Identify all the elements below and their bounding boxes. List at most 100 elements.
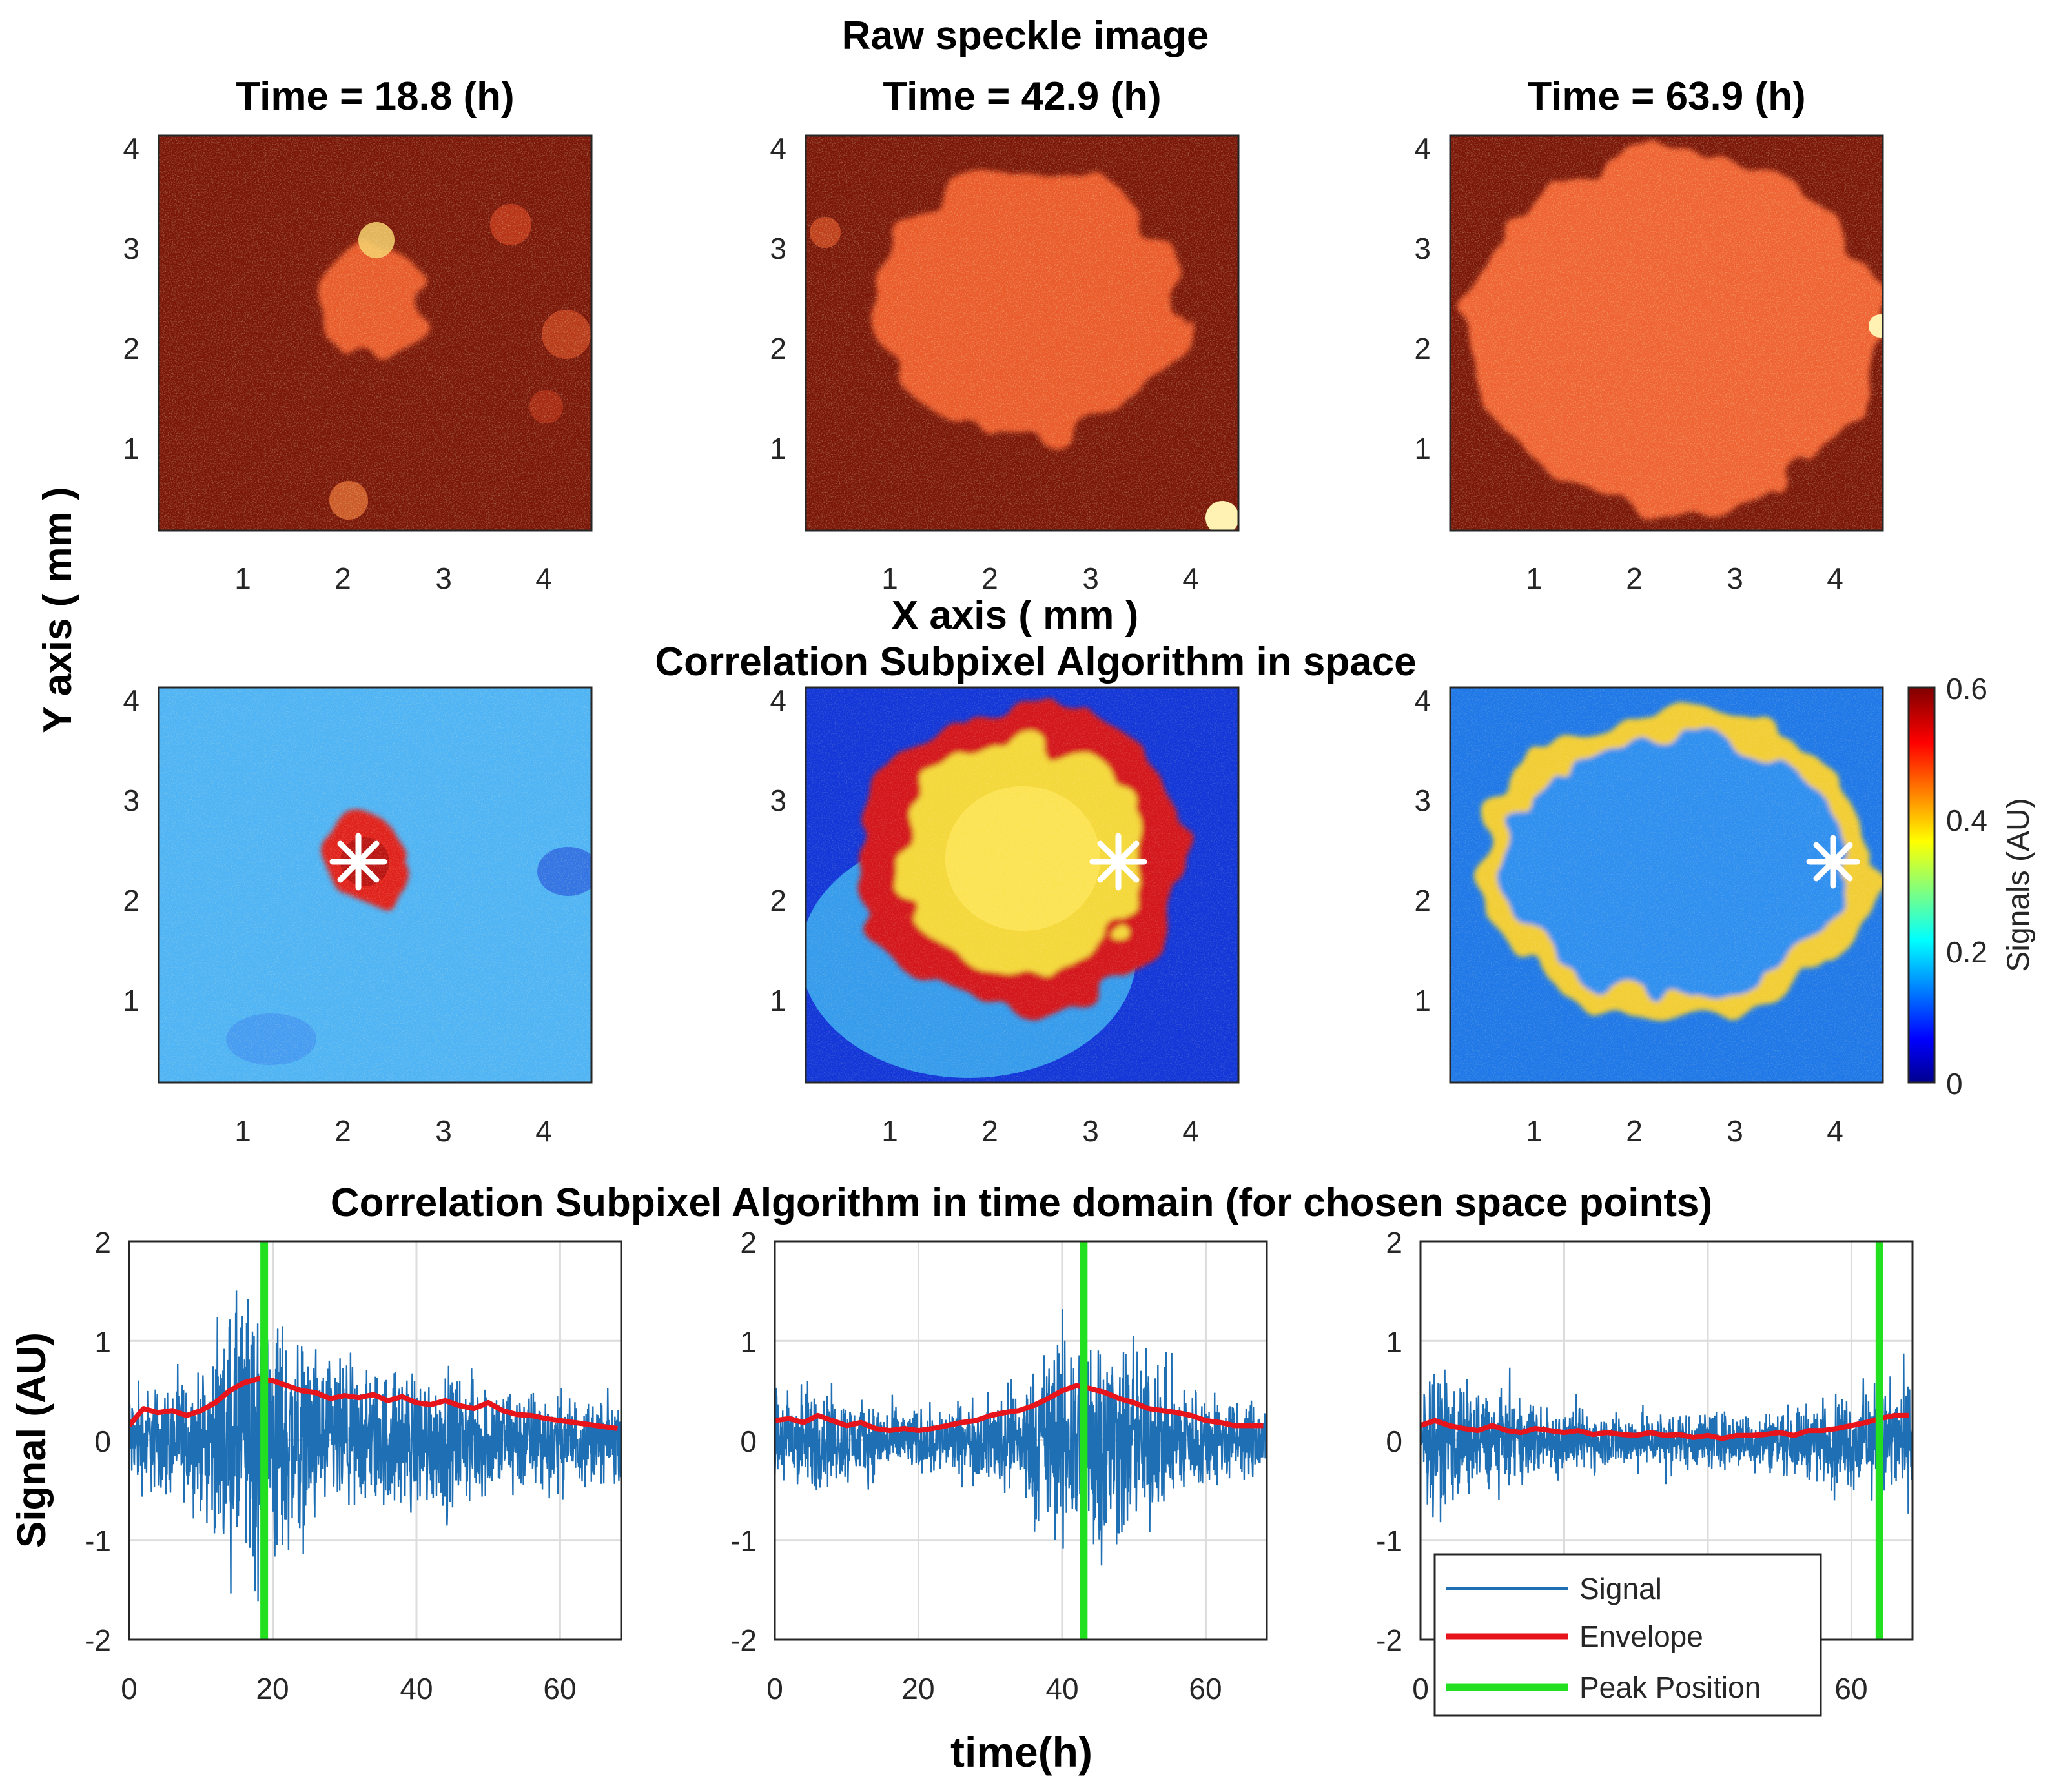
tick-label: 1 bbox=[740, 1325, 757, 1359]
legend-label-peak: Peak Position bbox=[1579, 1671, 1761, 1704]
tick-label: 3 bbox=[1082, 562, 1099, 595]
tick-label: 60 bbox=[1834, 1672, 1867, 1705]
corr-1-xticks: 1 2 3 4 bbox=[234, 1114, 552, 1148]
raw-2-xticks: 1 2 3 4 bbox=[881, 562, 1199, 595]
tick-label: 2 bbox=[334, 562, 351, 595]
tick-label: 1 bbox=[1414, 984, 1431, 1017]
tick-label: 2 bbox=[123, 884, 139, 917]
tick-label: 2 bbox=[334, 1114, 351, 1148]
tick-label: 60 bbox=[543, 1672, 576, 1705]
tick-label: 3 bbox=[435, 1114, 452, 1148]
tick-label: 0 bbox=[766, 1672, 783, 1705]
tick-label: 0 bbox=[94, 1425, 111, 1458]
tick-label: 2 bbox=[770, 332, 786, 365]
colorbar-label: Signals (AU) bbox=[2002, 798, 2036, 971]
corr-2-yticks: 4 3 2 1 bbox=[770, 684, 786, 1017]
tick-label: 1 bbox=[1526, 1114, 1543, 1148]
signal-trace bbox=[129, 1287, 621, 1602]
raw-speckle-panel-3 bbox=[1450, 136, 1883, 531]
tick-label: -2 bbox=[730, 1623, 757, 1657]
marker-asterisk-1 bbox=[329, 833, 387, 891]
raw-3-xticks: 1 2 3 4 bbox=[1526, 562, 1843, 595]
tick-label: 4 bbox=[1182, 562, 1199, 595]
signal-panel-2 bbox=[774, 1240, 1268, 1641]
corr-3-yticks: 4 3 2 1 bbox=[1414, 684, 1431, 1017]
signal-trace bbox=[775, 1309, 1267, 1566]
legend: Signal Envelope Peak Position bbox=[1433, 1553, 1822, 1717]
tick-label: 0 bbox=[1386, 1425, 1402, 1458]
corr-3-xticks: 1 2 3 4 bbox=[1526, 1114, 1843, 1148]
tick-label: -1 bbox=[85, 1524, 111, 1558]
tick-label: 1 bbox=[770, 984, 786, 1017]
marker-asterisk-3 bbox=[1806, 835, 1860, 889]
tick-label: 4 bbox=[1827, 1114, 1843, 1148]
tick-label: -2 bbox=[1376, 1623, 1402, 1657]
signal-3-yticks: 2 1 0 -1 -2 bbox=[1376, 1226, 1402, 1657]
tick-label: -1 bbox=[1376, 1524, 1402, 1558]
tick-label: 2 bbox=[981, 562, 998, 595]
colorbar-tick: 0.2 bbox=[1946, 935, 1987, 969]
tick-label: -1 bbox=[730, 1524, 757, 1558]
tick-label: 3 bbox=[770, 232, 786, 265]
tick-label: 1 bbox=[123, 984, 139, 1017]
tick-label: 4 bbox=[1414, 684, 1431, 717]
tick-label: 4 bbox=[535, 562, 552, 595]
legend-label-envelope: Envelope bbox=[1579, 1620, 1703, 1653]
tick-label: 2 bbox=[94, 1226, 111, 1259]
image-x-axis-label: X axis ( mm ) bbox=[892, 593, 1138, 638]
tick-label: 3 bbox=[770, 784, 786, 817]
raw-3-yticks: 4 3 2 1 bbox=[1414, 132, 1431, 465]
tick-label: 40 bbox=[400, 1672, 433, 1705]
correlation-map-2 bbox=[806, 687, 1238, 1083]
signal-1-xticks: 0 20 40 60 bbox=[121, 1672, 576, 1705]
tick-label: 2 bbox=[1414, 884, 1431, 917]
raw-2-yticks: 4 3 2 1 bbox=[770, 132, 786, 465]
panel-title-3: Time = 63.9 (h) bbox=[1527, 74, 1805, 119]
heading-correlation-space: Correlation Subpixel Algorithm in space bbox=[655, 640, 1416, 684]
signal-trace bbox=[1421, 1353, 1913, 1523]
correlation-map-1 bbox=[159, 687, 591, 1083]
signal-2-xticks: 0 20 40 60 bbox=[766, 1672, 1222, 1705]
panel-title-2: Time = 42.9 (h) bbox=[883, 74, 1161, 119]
tick-label: 3 bbox=[123, 784, 139, 817]
raw-1-yticks: 4 3 2 1 bbox=[123, 132, 139, 465]
tick-label: 2 bbox=[1626, 562, 1643, 595]
corr-1-yticks: 4 3 2 1 bbox=[123, 684, 139, 1017]
tick-label: 3 bbox=[435, 562, 452, 595]
tick-label: 1 bbox=[881, 1114, 898, 1148]
tick-label: 1 bbox=[1386, 1325, 1402, 1359]
tick-label: 40 bbox=[1045, 1672, 1078, 1705]
tick-label: 60 bbox=[1189, 1672, 1222, 1705]
tick-label: 20 bbox=[901, 1672, 934, 1705]
tick-label: 0 bbox=[740, 1425, 757, 1458]
tick-label: 2 bbox=[740, 1226, 757, 1259]
signal-1-yticks: 2 1 0 -1 -2 bbox=[85, 1226, 111, 1657]
tick-label: 3 bbox=[1727, 1114, 1743, 1148]
tick-label: 1 bbox=[1414, 432, 1431, 465]
colorbar bbox=[1907, 686, 1936, 1084]
raw-speckle-panel-1 bbox=[159, 136, 591, 531]
envelope-line bbox=[1421, 1412, 1909, 1441]
tick-label: 3 bbox=[1082, 1114, 1099, 1148]
tick-label: 2 bbox=[1414, 332, 1431, 365]
tick-label: 4 bbox=[1182, 1114, 1199, 1148]
tick-label: 1 bbox=[234, 1114, 251, 1148]
tick-label: 2 bbox=[981, 1114, 998, 1148]
colorbar-tick: 0.6 bbox=[1946, 672, 1987, 706]
heading-correlation-time: Correlation Subpixel Algorithm in time d… bbox=[331, 1181, 1712, 1225]
colorbar-ticks: 0.6 0.4 0.2 0 bbox=[1946, 672, 1987, 1101]
signal-2-yticks: 2 1 0 -1 -2 bbox=[730, 1226, 757, 1657]
tick-label: 0 bbox=[121, 1672, 138, 1705]
tick-label: 20 bbox=[256, 1672, 289, 1705]
tick-label: 4 bbox=[770, 132, 786, 165]
panel-title-1: Time = 18.8 (h) bbox=[236, 74, 514, 119]
tick-label: 0 bbox=[1412, 1672, 1429, 1705]
correlation-map-3 bbox=[1450, 687, 1883, 1083]
tick-label: 1 bbox=[94, 1325, 111, 1359]
tick-label: 4 bbox=[1827, 562, 1843, 595]
tick-label: 1 bbox=[234, 562, 251, 595]
colorbar-tick: 0 bbox=[1946, 1067, 1963, 1101]
tick-label: 1 bbox=[881, 562, 898, 595]
tick-label: 1 bbox=[770, 432, 786, 465]
tick-label: 2 bbox=[770, 884, 786, 917]
